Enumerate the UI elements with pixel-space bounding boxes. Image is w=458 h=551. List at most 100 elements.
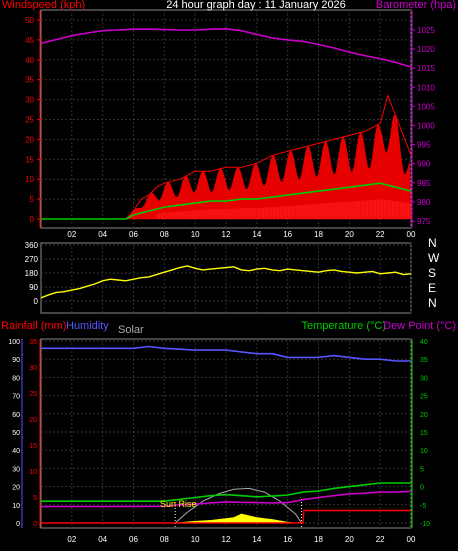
average-wind-line <box>41 182 412 220</box>
panel3-x-tick-label: 10 <box>191 535 200 544</box>
panel3-x-tick-label: 16 <box>283 535 292 544</box>
panel2-grid <box>41 243 412 313</box>
humidity-tick-label: 40 <box>12 448 20 455</box>
chart-title: 24 hour graph day : 11 January 2026 <box>166 0 346 11</box>
humidity-tick-label: 90 <box>12 357 20 364</box>
temperature-tick-label: 15 <box>420 430 428 437</box>
panel3-x-tick-label: 02 <box>67 535 76 544</box>
direction-tick-label: 90 <box>29 283 38 292</box>
barometer-tick-label: 1015 <box>417 64 435 73</box>
compass-letter: W <box>428 251 440 265</box>
temperature-tick-label: 40 <box>420 339 428 346</box>
panel1-x-tick-label: 16 <box>283 230 292 239</box>
windspeed-tick-label: 50 <box>25 16 34 25</box>
panel1-x-tick-label: 02 <box>67 230 76 239</box>
direction-tick-label: 0 <box>34 297 39 306</box>
panel3-grid <box>41 339 412 528</box>
windspeed-tick-label: 20 <box>25 135 34 144</box>
panel1-tick-labels: 0510152025303540455097598098599099510001… <box>25 10 435 239</box>
sun-rise-label: Sun Rise <box>160 499 197 509</box>
humidity-tick-label: 70 <box>12 394 20 401</box>
rainfall-tick-label: 5 <box>33 495 37 502</box>
direction-tick-label: 180 <box>25 269 39 278</box>
windspeed-axis-label: Windspeed (kph) <box>2 0 85 11</box>
humidity-tick-label: 100 <box>8 339 20 346</box>
temperature-tick-label: 25 <box>420 394 428 401</box>
humidity-tick-label: 30 <box>12 466 20 473</box>
rainfall-tick-label: 25 <box>29 391 37 398</box>
temperature-tick-label: 5 <box>420 466 424 473</box>
windspeed-tick-label: 30 <box>25 96 34 105</box>
panel3-x-tick-label: 06 <box>129 535 138 544</box>
dew-point-line <box>41 490 412 508</box>
panel3-series <box>41 345 412 528</box>
dewpoint-axis-label: Dew Point (°C) <box>383 320 456 332</box>
panel1-x-tick-label: 22 <box>376 230 385 239</box>
rainfall-tick-label: 30 <box>29 365 37 372</box>
rainfall-tick-label: 0 <box>33 521 37 528</box>
panel3-x-tick-label: 12 <box>222 535 231 544</box>
temperature-tick-label: 35 <box>420 357 428 364</box>
panel3-x-tick-label: 18 <box>314 535 323 544</box>
wind-barometer-panel: 0510152025303540455097598098599099510001… <box>2 0 456 239</box>
windspeed-tick-label: 40 <box>25 56 34 65</box>
humidity-tick-label: 10 <box>12 503 20 510</box>
barometer-axis-label: Barometer (hpa) <box>376 0 456 11</box>
direction-tick-label: 360 <box>25 241 39 250</box>
barometer-tick-label: 1000 <box>417 121 435 130</box>
panel2-frame <box>40 242 412 314</box>
panel1-x-tick-label: 20 <box>345 230 354 239</box>
temp-humidity-panel: 010203040506070809010005101520253035-10-… <box>1 320 456 544</box>
gust-line <box>41 94 412 220</box>
temperature-tick-label: -5 <box>420 503 426 510</box>
rainfall-tick-label: 35 <box>29 339 37 346</box>
temperature-tick-label: 0 <box>420 485 424 492</box>
compass-letter: E <box>428 281 436 295</box>
rainfall-tick-label: 15 <box>29 443 37 450</box>
panel1-x-tick-label: 00 <box>407 230 416 239</box>
humidity-axis-label: Humidity <box>66 320 109 332</box>
windspeed-tick-label: 15 <box>25 155 34 164</box>
humidity-tick-label: 80 <box>12 375 20 382</box>
windspeed-tick-label: 0 <box>30 215 35 224</box>
panel3-x-tick-label: 08 <box>160 535 169 544</box>
humidity-tick-label: 20 <box>12 485 20 492</box>
barometer-line <box>40 27 412 68</box>
panel1-x-tick-label: 08 <box>160 230 169 239</box>
panel1-x-tick-label: 14 <box>252 230 261 239</box>
panel1-series <box>40 27 412 220</box>
windspeed-tick-label: 35 <box>25 76 34 85</box>
panel3-x-tick-label: 22 <box>376 535 385 544</box>
rainfall-axis-label: Rainfall (mm) <box>1 320 66 332</box>
temperature-tick-label: 20 <box>420 412 428 419</box>
panel2-series <box>40 265 412 299</box>
windspeed-tick-label: 25 <box>25 116 34 125</box>
barometer-tick-label: 1010 <box>417 83 435 92</box>
panel3-x-tick-label: 20 <box>345 535 354 544</box>
rainfall-tick-label: 10 <box>29 469 37 476</box>
theoretical-solar-curve <box>174 487 302 524</box>
panel3-x-tick-label: 14 <box>252 535 261 544</box>
compass-letter: N <box>428 236 437 250</box>
barometer-tick-label: 985 <box>417 179 431 188</box>
panel1-x-tick-label: 04 <box>98 230 107 239</box>
humidity-tick-label: 60 <box>12 412 20 419</box>
temperature-line <box>41 482 411 502</box>
humidity-tick-label: 0 <box>16 521 20 528</box>
barometer-tick-label: 990 <box>417 160 431 169</box>
panel1-x-tick-label: 12 <box>222 230 231 239</box>
solar-area <box>171 513 296 524</box>
barometer-tick-label: 1020 <box>417 45 435 54</box>
compass-letter: N <box>428 296 437 310</box>
wind-direction-line <box>40 265 412 299</box>
windspeed-tick-label: 10 <box>25 175 34 184</box>
temperature-tick-label: -10 <box>420 521 430 528</box>
rainfall-line <box>41 509 411 524</box>
panel1-x-tick-label: 06 <box>129 230 138 239</box>
temperature-axis-label: Temperature (°C) <box>302 320 386 332</box>
barometer-tick-label: 1005 <box>417 102 435 111</box>
panel3-x-tick-label: 00 <box>407 535 416 544</box>
barometer-tick-label: 980 <box>417 198 431 207</box>
gust-area <box>125 114 412 220</box>
